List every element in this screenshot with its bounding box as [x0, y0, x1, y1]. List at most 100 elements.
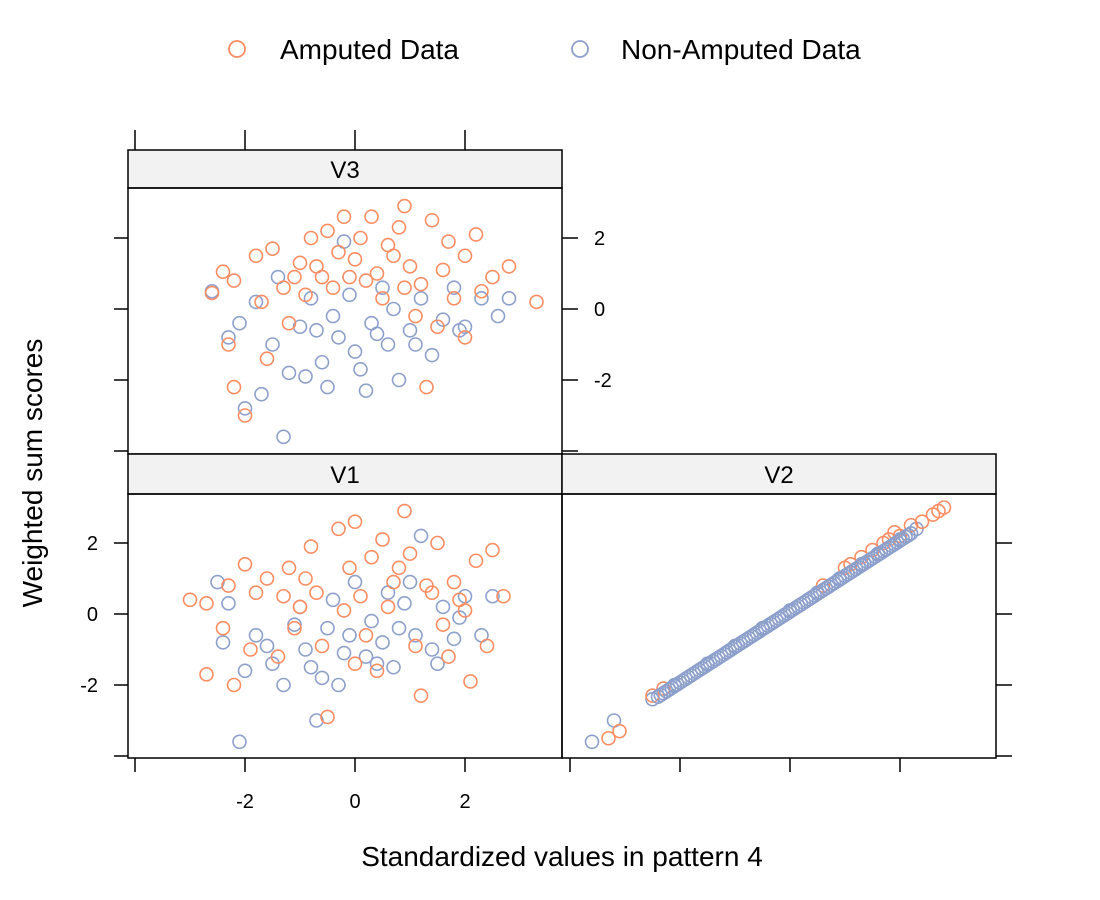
scatter-point-v1-non-amputed — [446, 631, 462, 647]
scatter-point-v3-non-amputed — [375, 280, 390, 296]
scatter-point-v3-amputed — [413, 276, 429, 292]
scatter-point-v1-amputed — [298, 571, 313, 586]
panel-v3-points — [204, 198, 544, 445]
scatter-point-v3-amputed — [424, 212, 440, 228]
scatter-point-v1-amputed — [408, 638, 423, 654]
scatter-point-v1-amputed — [270, 649, 286, 664]
scatter-point-v1-amputed — [314, 638, 330, 654]
scatter-point-v3-non-amputed — [237, 401, 253, 416]
scatter-point-v2-amputed — [612, 723, 627, 739]
y-tick-label-left: 2 — [87, 533, 98, 555]
scatter-point-v1-amputed — [342, 560, 357, 576]
scatter-point-v1-non-amputed — [320, 620, 335, 636]
scatter-point-v3-non-amputed — [309, 322, 324, 338]
scatter-point-v1-amputed — [446, 574, 462, 590]
scatter-point-v3-amputed — [501, 259, 517, 274]
scatter-point-v3-amputed — [320, 223, 335, 239]
scatter-point-v3-amputed — [435, 262, 451, 278]
scatter-point-v3-amputed — [226, 379, 242, 395]
scatter-point-v1-non-amputed — [364, 613, 379, 629]
scatter-point-v2-amputed — [914, 514, 930, 530]
scatter-point-v3-non-amputed — [265, 337, 280, 352]
scatter-point-v3-amputed — [325, 280, 341, 296]
scatter-point-v2-non-amputed — [584, 734, 600, 750]
scatter-point-v1-amputed — [413, 688, 429, 703]
panel-v2-points — [584, 500, 952, 750]
scatter-point-v1-amputed — [364, 549, 379, 565]
scatter-point-v3-amputed — [331, 244, 346, 260]
scatter-point-v1-amputed — [248, 585, 264, 601]
scatter-point-v3-amputed — [419, 379, 434, 395]
scatter-point-v3-non-amputed — [342, 287, 357, 303]
scatter-point-v1-amputed — [485, 542, 500, 558]
scatter-point-v3-non-amputed — [232, 315, 247, 331]
scatter-point-v3-amputed — [358, 273, 374, 288]
scatter-point-v3-non-amputed — [358, 383, 374, 398]
scatter-point-v1-non-amputed — [369, 656, 385, 672]
scatter-point-v2-amputed — [601, 730, 616, 746]
scatter-point-v3-non-amputed — [380, 337, 396, 352]
scatter-point-v3-non-amputed — [314, 354, 330, 370]
scatter-point-v3-amputed — [375, 291, 390, 306]
x-tick-label: 0 — [349, 791, 360, 813]
scatter-point-v1-non-amputed — [485, 588, 500, 604]
scatter-point-v1-amputed — [397, 503, 412, 519]
scatter-point-v1-amputed — [237, 556, 253, 572]
scatter-point-v1-non-amputed — [303, 659, 319, 675]
scatter-point-v3-amputed — [276, 280, 291, 296]
scatter-point-v3-amputed — [237, 408, 253, 423]
scatter-point-v1-amputed — [424, 585, 440, 601]
scatter-point-v1-non-amputed — [276, 677, 291, 693]
scatter-point-v1-amputed — [380, 599, 396, 615]
legend-marker-non-amputed — [571, 40, 589, 58]
panel-v3: V3 — [127, 149, 563, 455]
y-tick-label-left: -2 — [80, 675, 98, 697]
scatter-point-v1-non-amputed — [347, 574, 363, 590]
scatter-point-v1-amputed — [276, 588, 291, 604]
scatter-point-v1-non-amputed — [314, 670, 330, 686]
x-tick-label: -2 — [236, 791, 254, 813]
scatter-point-v3-amputed — [408, 308, 423, 324]
scatter-point-v3-non-amputed — [331, 330, 346, 345]
y-tick-label-left: 0 — [87, 604, 98, 626]
scatter-point-v3-amputed — [226, 273, 242, 288]
scatter-point-v1-non-amputed — [232, 734, 247, 750]
scatter-point-v1-non-amputed — [298, 642, 313, 657]
scatter-point-v1-amputed — [496, 588, 511, 604]
scatter-point-v3-amputed — [221, 337, 236, 352]
scatter-point-v3-non-amputed — [446, 280, 462, 296]
legend-label-amputed: Amputed Data — [280, 34, 459, 65]
scatter-point-v1-amputed — [320, 709, 335, 725]
scatter-point-v3-non-amputed — [298, 369, 313, 384]
scatter-point-v3-non-amputed — [402, 322, 418, 338]
scatter-point-v2-amputed — [936, 500, 952, 515]
scatter-point-v3-amputed — [468, 227, 484, 242]
scatter-point-v3-amputed — [386, 248, 401, 264]
scatter-point-v3-amputed — [353, 230, 368, 246]
scatter-point-v1-amputed — [353, 588, 368, 604]
x-tick-label: 2 — [459, 791, 470, 813]
scatter-point-v3-non-amputed — [276, 429, 291, 445]
scatter-point-v3-amputed — [281, 315, 297, 331]
scatter-point-v1-amputed — [375, 532, 390, 547]
scatter-point-v3-amputed — [347, 251, 363, 267]
y-tick-label-right: -2 — [594, 370, 612, 392]
scatter-point-v3-amputed — [298, 287, 313, 303]
scatter-point-v2-amputed — [925, 507, 941, 522]
scatter-point-v1-non-amputed — [435, 599, 451, 615]
panel-v1-frame — [127, 493, 563, 759]
scatter-point-v1-non-amputed — [397, 596, 412, 611]
scatter-point-v3-amputed — [397, 280, 412, 296]
scatter-point-v1-amputed — [463, 674, 478, 689]
scatter-point-v3-amputed — [215, 264, 231, 280]
scatter-point-v1-non-amputed — [342, 627, 357, 643]
scatter-point-v3-amputed — [391, 220, 407, 235]
scatter-point-v3-amputed — [248, 248, 264, 264]
scatter-point-v1-amputed — [182, 592, 198, 608]
scatter-point-v1-non-amputed — [408, 627, 423, 643]
scatter-point-v3-amputed — [303, 230, 319, 246]
panel-v1-points — [182, 503, 511, 750]
scatter-point-v1-amputed — [226, 677, 242, 693]
x-axis-title: Standardized values in pattern 4 — [361, 841, 763, 872]
scatter-point-v1-amputed — [336, 603, 352, 618]
